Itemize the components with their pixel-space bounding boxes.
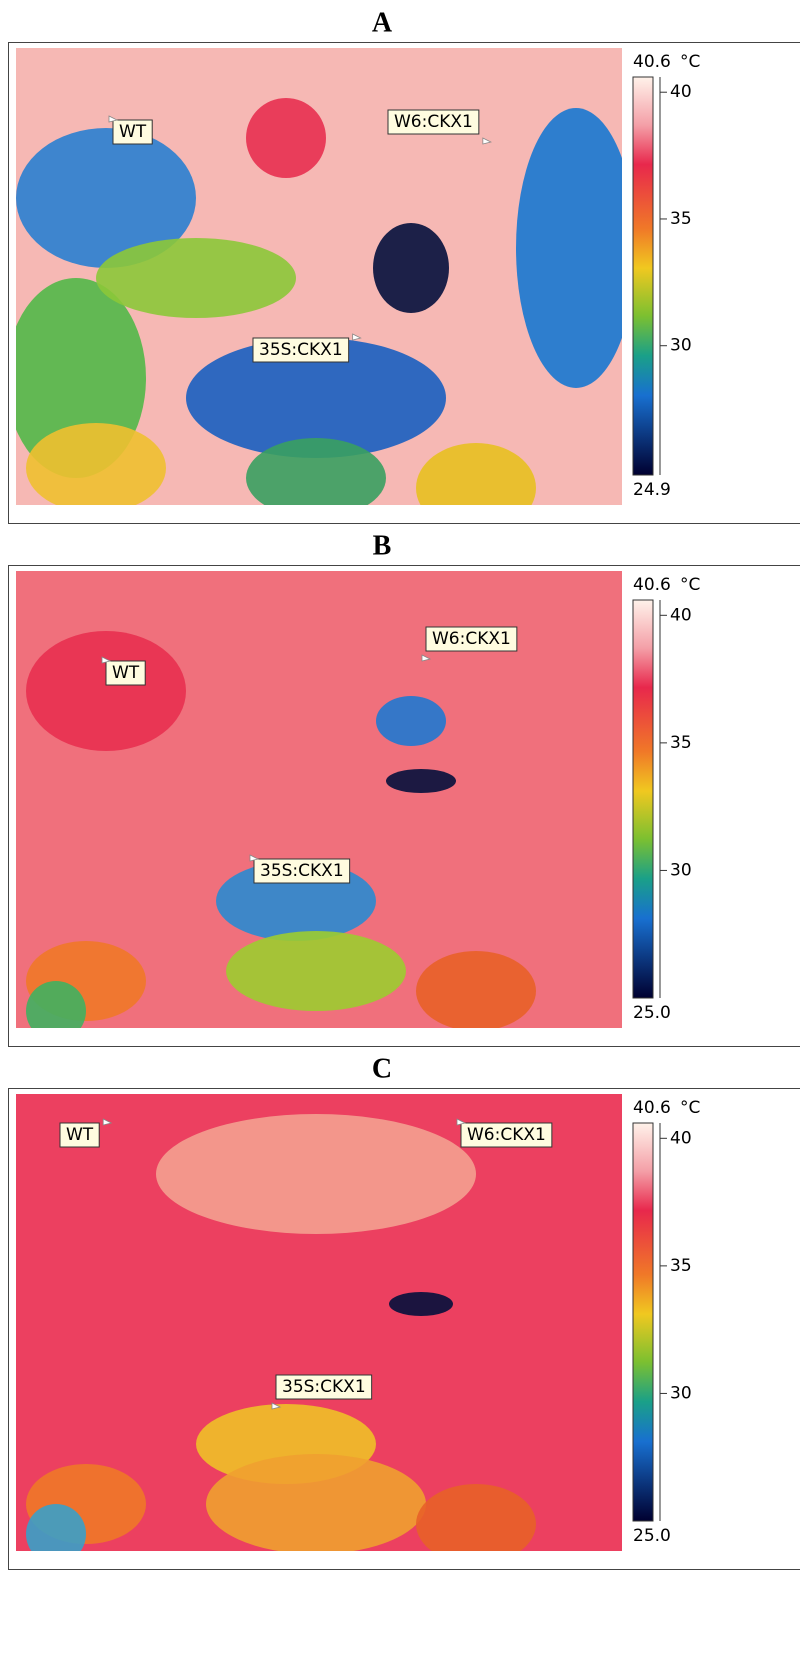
heat-region <box>376 696 446 746</box>
scale-min: 25.0 <box>633 1003 671 1023</box>
annotation-label: 35S:CKX1 <box>259 340 343 360</box>
panel-title: B <box>373 530 392 561</box>
annotation-box <box>59 1122 100 1148</box>
annotation-pointer <box>271 1402 282 1410</box>
scale-max: 40.6 <box>633 1098 671 1118</box>
heat-region <box>26 981 86 1028</box>
annotation-pointer <box>421 654 432 662</box>
annotation-pointer <box>456 1118 467 1126</box>
heat-region <box>416 1484 536 1551</box>
scale-tick-label: 30 <box>670 1383 692 1403</box>
scale-tick-label: 40 <box>670 605 692 625</box>
annotation-label: W6:CKX1 <box>394 112 473 132</box>
scale-tick-label: 40 <box>670 1128 692 1148</box>
annotation-label: W6:CKX1 <box>432 629 511 649</box>
colorbar <box>632 599 654 999</box>
heat-region <box>226 931 406 1011</box>
annotation-label: W6:CKX1 <box>467 1125 546 1145</box>
heat-region <box>416 951 536 1028</box>
annotation-pointer <box>352 333 362 341</box>
annotation-pointer <box>108 115 119 123</box>
heat-region <box>246 438 386 505</box>
heat-region <box>389 1292 453 1316</box>
heat-region <box>16 128 196 268</box>
panel-frame <box>8 1088 800 1570</box>
annotation-box <box>275 1374 373 1400</box>
annotation-box <box>253 858 351 884</box>
scale-tick-label: 40 <box>670 82 692 102</box>
scale-tick-label: 30 <box>670 336 692 356</box>
scale-unit: °C <box>680 52 700 72</box>
heat-region <box>26 1504 86 1551</box>
thermal-image <box>16 48 622 505</box>
annotation-pointer <box>101 656 112 664</box>
heat-region <box>373 223 449 313</box>
scale-max: 40.6 <box>633 575 671 595</box>
scale-unit: °C <box>680 575 700 595</box>
annotation-box <box>252 337 350 363</box>
panel-frame <box>8 565 800 1047</box>
annotation-label: 35S:CKX1 <box>282 1377 366 1397</box>
scale-max: 40.6 <box>633 52 671 72</box>
annotation-box <box>460 1122 553 1148</box>
scale-tick-label: 35 <box>670 209 692 229</box>
scale-tick-label: 30 <box>670 860 692 880</box>
scale-tick-label: 35 <box>670 733 692 753</box>
annotation-label: WT <box>119 122 147 142</box>
heat-region <box>386 769 456 793</box>
panel-title: A <box>372 7 393 38</box>
annotation-label: WT <box>112 663 140 683</box>
heat-region <box>26 423 166 505</box>
annotation-label: 35S:CKX1 <box>260 861 344 881</box>
colorbar <box>632 1122 654 1522</box>
annotation-pointer <box>249 854 260 862</box>
colorbar <box>632 76 654 476</box>
annotation-box <box>112 119 153 145</box>
scale-unit: °C <box>680 1098 700 1118</box>
annotation-box <box>105 660 146 686</box>
annotation-pointer <box>102 1118 113 1126</box>
thermal-image <box>16 571 622 1028</box>
heat-region <box>26 631 186 751</box>
heat-region <box>96 238 296 318</box>
annotation-box <box>425 626 518 652</box>
annotation-label: WT <box>66 1125 94 1145</box>
heat-region <box>206 1454 426 1551</box>
thermal-image <box>16 1094 622 1551</box>
heat-region <box>186 338 446 458</box>
scale-min: 25.0 <box>633 1526 671 1546</box>
scale-min: 24.9 <box>633 480 671 500</box>
scale-tick-label: 35 <box>670 1256 692 1276</box>
panel-title: C <box>372 1053 392 1084</box>
annotation-pointer <box>482 137 492 145</box>
heat-region <box>516 108 622 388</box>
heat-region <box>246 98 326 178</box>
heat-region <box>156 1114 476 1234</box>
heat-region <box>416 443 536 505</box>
annotation-box <box>387 109 480 135</box>
panel-frame <box>8 42 800 524</box>
